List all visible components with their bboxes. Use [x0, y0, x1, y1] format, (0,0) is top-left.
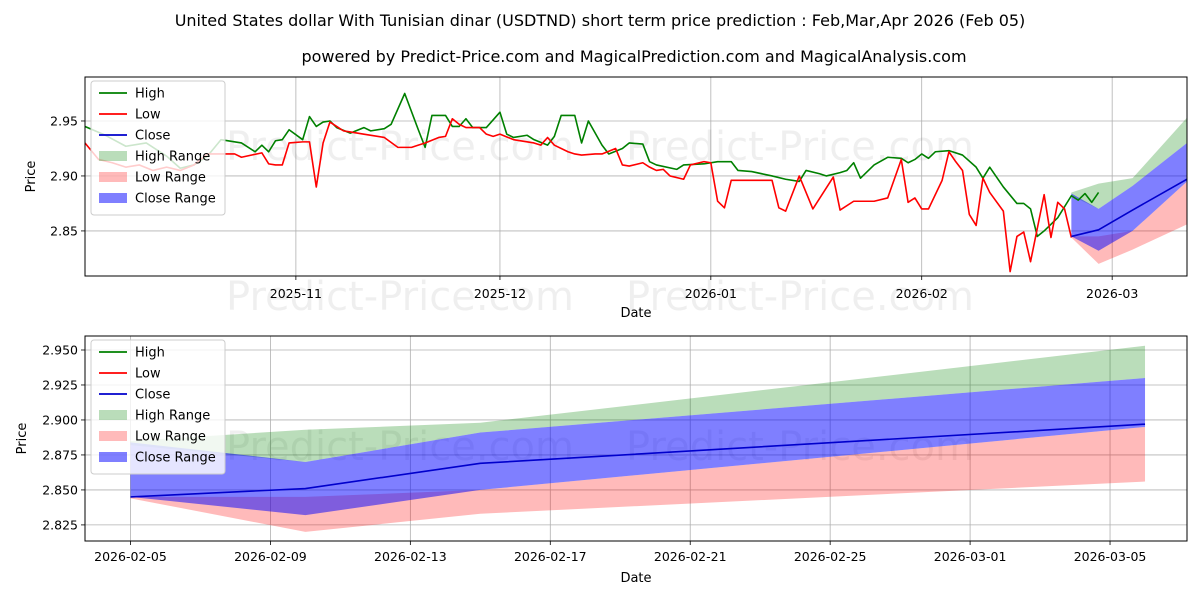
legend-label-high-range: High Range — [135, 150, 210, 165]
legend-swatch-low-range — [99, 172, 127, 182]
y-tick-label: 2.950 — [42, 342, 78, 357]
watermark-text: Predict-Price.com — [626, 274, 974, 320]
x-tick-label: 2026-02-21 — [654, 549, 727, 564]
y-tick-label: 2.95 — [50, 113, 78, 128]
y-tick-label: 2.90 — [50, 168, 78, 183]
x-axis-label: Date — [620, 306, 651, 321]
legend-swatch-high-range — [99, 410, 127, 420]
bottom-chart-panel: 2026-02-05 2026-02-09 2026-02-13 2026-02-17… — [15, 335, 1188, 586]
x-tick-label: 2026-02 — [896, 286, 948, 301]
chart-subtitle: powered by Predict-Price.com and Magical… — [301, 47, 966, 66]
close-range-band — [130, 377, 1146, 516]
plot-area — [85, 92, 1187, 273]
low-range-band — [130, 426, 1146, 532]
legend-label-low-range: Low Range — [135, 171, 206, 186]
chart-title: United States dollar With Tunisian dinar… — [175, 11, 1026, 30]
x-tick-label: 2026-02-17 — [514, 549, 587, 564]
high-range-band — [1071, 117, 1187, 209]
legend: High Low Close High Range Low Range Close Ran… — [90, 80, 226, 216]
low-series-line — [85, 117, 1073, 273]
y-tick-label: 2.925 — [42, 377, 78, 392]
y-tick-label: 2.875 — [42, 447, 78, 462]
legend-swatch-close-range — [99, 452, 127, 462]
y-tick-label: 2.900 — [42, 412, 78, 427]
top-chart-panel: 2025-11 2025-12 2026-01 2026-02 2026-03 2.85 2… — [24, 76, 1188, 321]
high-range-band — [130, 345, 1146, 462]
x-tick-label: 2026-02-05 — [94, 549, 167, 564]
close-range-band — [1071, 142, 1187, 251]
axes-frame — [84, 335, 1188, 542]
x-tick-label: 2026-03 — [1086, 286, 1138, 301]
legend-label-high: High — [135, 87, 165, 102]
legend-label-low: Low — [135, 108, 161, 123]
y-tick-label: 2.850 — [42, 482, 78, 497]
close-series-line — [1071, 178, 1187, 238]
legend: High Low Close High Range Low Range Close Ran… — [90, 339, 226, 475]
legend-swatch-close-range — [99, 193, 127, 203]
x-tick-label: 2026-01 — [685, 286, 737, 301]
legend-label-low: Low — [135, 367, 161, 382]
x-tick-label: 2025-12 — [474, 286, 526, 301]
y-axis-label: Price — [24, 161, 39, 193]
x-tick-label: 2025-11 — [270, 286, 322, 301]
x-tick-label: 2026-02-13 — [374, 549, 447, 564]
legend-swatch-high-range — [99, 151, 127, 161]
x-axis-label: Date — [620, 571, 651, 586]
x-tick-label: 2026-02-25 — [794, 549, 867, 564]
legend-label-high: High — [135, 346, 165, 361]
plot-area — [130, 345, 1146, 532]
close-series-line — [130, 423, 1146, 498]
y-tick-label: 2.85 — [50, 223, 78, 238]
axes-frame — [84, 76, 1188, 277]
legend-label-close: Close — [135, 388, 170, 403]
legend-swatch-low-range — [99, 431, 127, 441]
watermark-text: Predict-Price.com — [626, 124, 974, 170]
high-series-line — [85, 92, 1100, 238]
legend-label-close: Close — [135, 129, 170, 144]
legend-label-high-range: High Range — [135, 409, 210, 424]
y-tick-label: 2.825 — [42, 517, 78, 532]
legend-label-low-range: Low Range — [135, 430, 206, 445]
x-tick-label: 2026-03-05 — [1074, 549, 1147, 564]
legend-label-close-range: Close Range — [135, 451, 216, 466]
watermark-text: Predict-Price.com — [226, 274, 574, 320]
legend-label-close-range: Close Range — [135, 192, 216, 207]
x-tick-label: 2026-03-01 — [934, 549, 1007, 564]
y-axis-label: Price — [15, 423, 30, 455]
x-tick-label: 2026-02-09 — [234, 549, 307, 564]
